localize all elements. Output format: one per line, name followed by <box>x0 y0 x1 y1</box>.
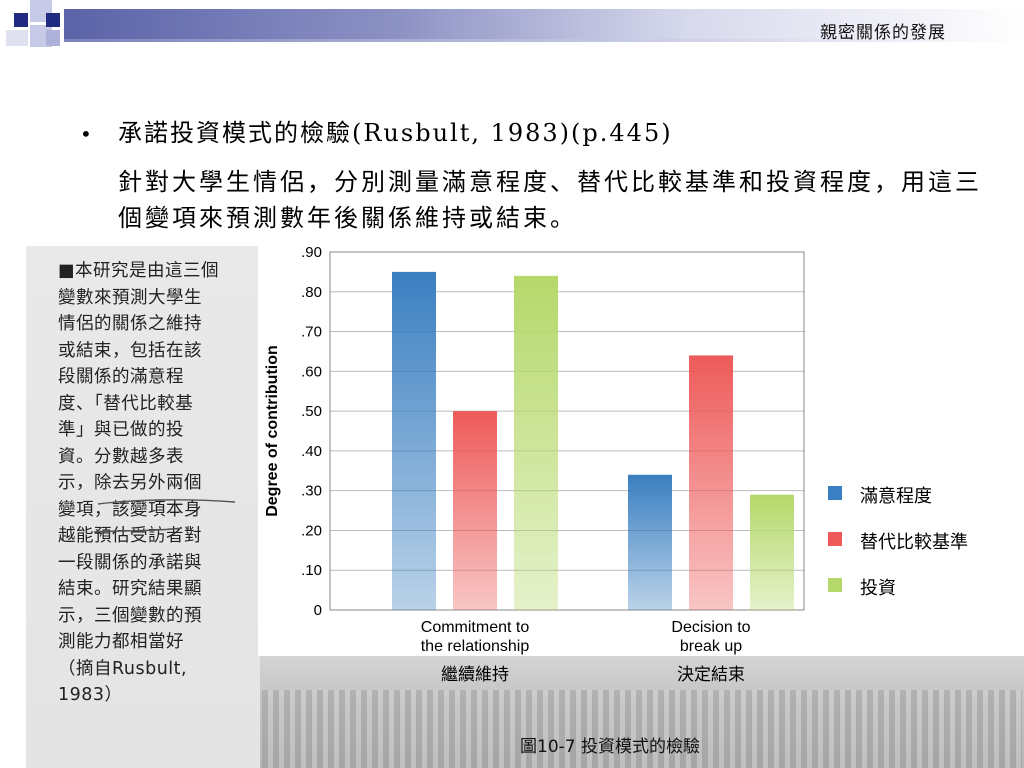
header-square-navy <box>14 13 28 27</box>
legend-label: 滿意程度 <box>858 482 934 508</box>
bar <box>453 411 497 610</box>
bar <box>392 271 436 610</box>
header-underline <box>64 39 1024 42</box>
x-category-label: Commitment to <box>421 619 530 636</box>
bullet-heading: 承諾投資模式的檢驗(Rusbult, 1983)(p.445) <box>118 119 673 147</box>
scanned-page-shadow <box>260 656 1024 768</box>
plot-frame <box>329 251 805 611</box>
side-note-line: 或結束，包括在該 <box>58 340 202 361</box>
x-category-label-zh: 繼續維持 <box>441 665 509 685</box>
side-note-line: 段關係的滿意程 <box>58 367 184 387</box>
y-tick-label: 0 <box>314 602 322 619</box>
side-note-line: 示，三個變數的預 <box>58 605 202 626</box>
legend-swatch <box>828 486 842 500</box>
y-tick-label: .30 <box>301 483 322 500</box>
side-note-line: （摘自Rusbult, <box>58 658 188 679</box>
header-square-light <box>6 30 28 46</box>
side-note-line: 度、「替代比較基 <box>58 393 194 414</box>
legend-swatch <box>828 532 842 546</box>
side-note-line: 情侶的關係之維持 <box>58 314 202 334</box>
bar <box>689 355 733 610</box>
y-tick-label: .80 <box>301 284 322 301</box>
page-title: 親密關係的發展 <box>820 23 946 43</box>
bar-chart: .90 .80 .70 .60 .50 .40 .30 .20 .10 0 Degree of co… <box>264 246 805 685</box>
x-category-label: break up <box>680 638 742 655</box>
scanned-page-texture <box>262 690 1022 768</box>
side-note-line: 越能預估受訪者對 <box>58 526 202 546</box>
y-tick-label: .20 <box>301 522 322 539</box>
x-category-label: Decision to <box>671 619 750 636</box>
y-tick-label: .70 <box>301 324 322 341</box>
side-note: ■本研究是由這三個 變數來預測大學生 情侶的關係之維持 或結束，包括在該 段關係的滿意程… <box>58 258 258 709</box>
side-note-line: 測能力都相當好 <box>58 632 184 652</box>
side-note-line: 變項，該變項本身 <box>58 499 202 520</box>
side-note-line: 準」與已做的投 <box>58 420 184 440</box>
bullet-body: 針對大學生情侶，分別測量滿意程度、替代比較基準和投資程度，用這三個變項來預測數年… <box>118 168 982 232</box>
header-square-light <box>46 30 60 46</box>
bar <box>628 474 672 610</box>
side-note-line: 1983） <box>58 685 123 705</box>
side-note-line: 變數來預測大學生 <box>58 287 202 308</box>
x-category-label-zh: 決定結束 <box>677 665 745 685</box>
y-tick-label: .90 <box>301 246 322 261</box>
y-tick-label: .60 <box>301 363 322 380</box>
y-axis-label: Degree of contribution <box>264 345 281 517</box>
header-gradient-bar <box>64 9 1024 39</box>
side-note-line: 資。分數越多表 <box>58 446 184 467</box>
side-note-line: 結束。研究結果顯 <box>58 579 202 599</box>
handwritten-underline <box>93 499 236 533</box>
side-note-line: ■本研究是由這三個 <box>58 261 220 281</box>
side-note-line: 示，除去另外兩個 <box>58 473 202 493</box>
legend-label: 替代比較基準 <box>858 528 970 554</box>
legend-swatch <box>828 578 842 592</box>
bullet-marker: • <box>80 122 92 146</box>
side-note-line: 一段關係的承諾與 <box>58 552 202 573</box>
figure-caption: 圖10-7 投資模式的檢驗 <box>520 737 700 757</box>
y-tick-label: .10 <box>301 562 322 579</box>
y-tick-label: .50 <box>301 403 322 420</box>
x-category-label: the relationship <box>421 638 530 655</box>
bar <box>750 494 794 610</box>
legend-label: 投資 <box>858 574 898 600</box>
bar <box>514 275 558 610</box>
header-square-navy <box>46 13 60 27</box>
y-tick-label: .40 <box>301 443 322 460</box>
